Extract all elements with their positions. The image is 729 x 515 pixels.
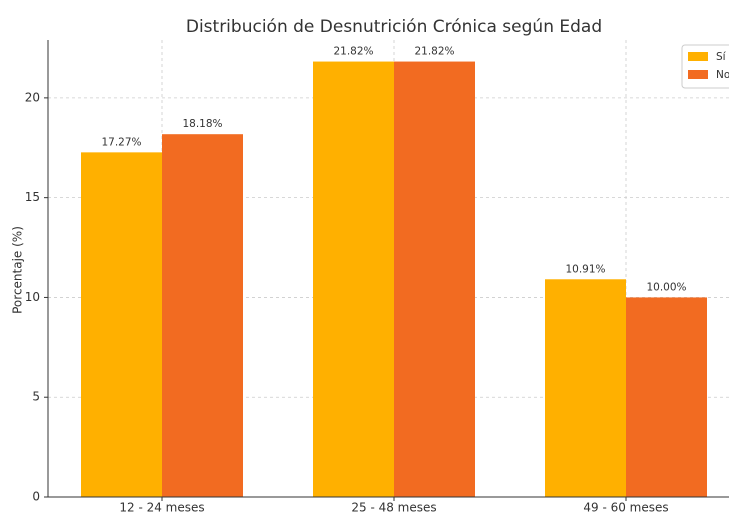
value-label: 21.82% xyxy=(414,46,454,58)
legend-label: Sí xyxy=(716,51,727,63)
bar xyxy=(313,61,394,498)
bar xyxy=(394,61,475,498)
y-tick-label: 20 xyxy=(25,90,40,104)
legend-swatch xyxy=(688,70,708,79)
chart-title: Distribución de Desnutrición Crónica seg… xyxy=(186,17,602,37)
bar xyxy=(626,297,707,497)
value-label: 10.91% xyxy=(565,263,605,275)
x-tick-label: 49 - 60 meses xyxy=(583,501,668,515)
bar xyxy=(81,152,162,498)
y-axis-label: Porcentaje (%) xyxy=(11,226,25,314)
legend-swatch xyxy=(688,52,708,61)
y-tick-label: 15 xyxy=(25,190,40,204)
bar xyxy=(162,134,243,497)
legend-label: No xyxy=(716,69,729,81)
value-label: 10.00% xyxy=(646,281,686,293)
value-label: 17.27% xyxy=(101,136,141,148)
y-tick-label: 10 xyxy=(25,290,40,304)
bar xyxy=(545,279,626,497)
value-label: 21.82% xyxy=(333,46,373,58)
x-tick-label: 12 - 24 meses xyxy=(119,501,204,515)
y-tick-label: 5 xyxy=(32,390,40,404)
x-tick-label: 25 - 48 meses xyxy=(351,501,436,515)
y-tick-label: 0 xyxy=(32,490,40,504)
value-label: 18.18% xyxy=(182,118,222,130)
